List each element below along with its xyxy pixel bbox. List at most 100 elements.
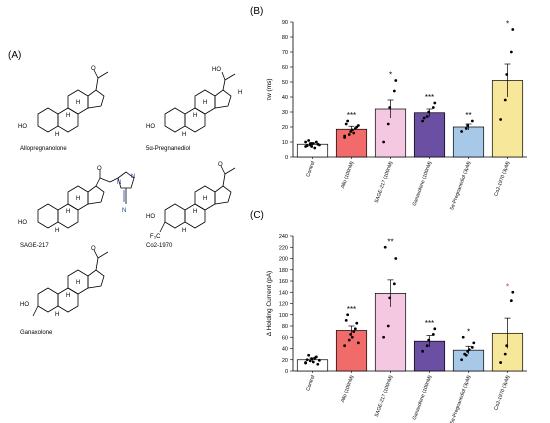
data-point [503,352,507,356]
data-point [314,140,318,144]
data-point [499,361,503,364]
atom-hydrogen: H [203,100,207,106]
y-tick-label: 40 [282,347,288,353]
data-point [311,142,315,145]
data-point [355,321,359,325]
data-point [346,119,350,123]
data-point [461,335,465,339]
significance-label: ** [465,111,471,120]
significance-label: * [389,71,392,80]
significance-label: *** [347,111,356,120]
atom-hydrogen: H [182,228,186,234]
atom-hydroxyl: HO [20,302,29,308]
atom-hydroxyl: HO [18,124,27,130]
significance-label: *** [425,93,434,102]
panel-label-a: (A) [8,50,22,61]
significance-label: *** [425,319,434,328]
y-tick-label: 100 [279,313,288,319]
data-point [392,89,396,93]
data-point [383,245,387,249]
data-point [386,324,390,328]
y-tick-label: 60 [282,65,288,71]
data-point [392,282,396,286]
data-point [349,333,353,336]
data-point [310,357,314,361]
atom-trifluoromethyl: F₃C [150,234,161,240]
y-tick-label: 200 [279,257,288,263]
molecule-sage-217: O N N N HO H H H SAGE-217 [18,166,135,249]
data-point [499,118,503,121]
data-point [356,124,360,127]
data-point [431,333,435,336]
y-tick-label: 30 [282,110,288,116]
data-point [421,349,425,353]
x-tick-label: 5α-Pregnanediol (3μM) [449,374,472,423]
data-point [425,115,429,118]
atom-oxygen: O [91,246,96,252]
data-point [307,139,311,142]
data-point [433,327,437,331]
atom-hydrogen: H [76,280,80,286]
data-point [304,361,308,365]
significance-label: * [506,282,509,291]
data-point [505,73,509,76]
data-point [427,110,431,114]
data-point [511,290,515,294]
y-tick-label: 40 [282,95,288,101]
data-point [356,341,360,345]
atom-hydrogen: H [182,132,186,138]
molecule-name: SAGE-217 [20,243,49,249]
atom-hydrogen: H [66,209,70,215]
panel-label-c: (C) [250,210,264,221]
atom-hydrogen: H [238,90,242,96]
data-point [343,344,347,348]
data-point [305,144,309,148]
atom-hydrogen: H [193,113,197,119]
y-tick-label: 0 [285,369,288,375]
molecule-ganaxolone: O HO H H H Ganaxolone [20,246,109,336]
atom-hydrogen: H [203,196,207,202]
data-point [466,124,470,127]
data-point [388,106,392,109]
data-point [382,335,386,339]
data-point [460,130,464,133]
x-tick-label: Co2-1970 (3μM) [493,374,511,411]
data-point [317,143,321,147]
y-tick-label: 0 [285,155,288,161]
data-point [313,356,317,360]
data-point [388,296,392,300]
x-tick-label: Control [305,375,316,392]
y-tick-label: 160 [279,279,288,285]
y-tick-label: 10 [282,140,288,146]
x-tick-label: Allo (100nM) [340,374,355,403]
y-tick-label: 180 [279,268,288,274]
molecule-name: 5α-Pregnanediol [146,146,190,152]
atom-hydrogen: H [66,113,70,119]
data-point [463,352,467,356]
data-point [344,122,348,126]
y-axis-label: Δ Holding Current (pA) [266,271,273,336]
data-point [431,106,435,109]
data-point [460,358,464,362]
y-tick-label: 80 [282,324,288,330]
y-tick-label: 70 [282,50,288,56]
data-point [386,122,390,126]
molecule-co2-1970: O HO F₃C H H H Co2-1970 [146,162,236,249]
data-point [316,362,320,366]
bar [335,128,368,158]
data-point [421,119,425,123]
panel-label-b: (B) [250,6,264,17]
data-point [310,145,314,148]
bar [491,80,524,158]
y-tick-label: 20 [282,358,288,364]
data-point [304,140,308,144]
y-tick-label: 80 [282,35,288,41]
molecule-pregnanediol: HO H HO H H H 5α-Pregnanediol [146,67,242,152]
data-point [464,127,468,130]
data-point [347,338,351,342]
y-tick-label: 120 [279,302,288,308]
data-point [382,140,386,144]
atom-hydroxyl: HO [146,124,155,130]
